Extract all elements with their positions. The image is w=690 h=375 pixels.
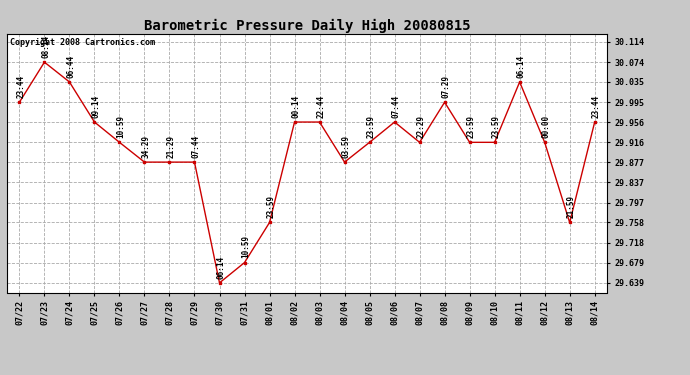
Text: 21:29: 21:29 (166, 135, 175, 158)
Text: 23:59: 23:59 (466, 115, 475, 138)
Text: 23:44: 23:44 (17, 75, 26, 98)
Text: 00:00: 00:00 (542, 115, 551, 138)
Text: 21:59: 21:59 (566, 195, 575, 218)
Text: 06:44: 06:44 (66, 55, 75, 78)
Text: 09:14: 09:14 (91, 95, 100, 118)
Text: 34:29: 34:29 (141, 135, 150, 158)
Text: 23:44: 23:44 (591, 95, 600, 118)
Text: 22:29: 22:29 (417, 115, 426, 138)
Title: Barometric Pressure Daily High 20080815: Barometric Pressure Daily High 20080815 (144, 18, 471, 33)
Text: 06:14: 06:14 (217, 256, 226, 279)
Text: 07:44: 07:44 (391, 95, 400, 118)
Text: 10:59: 10:59 (241, 235, 250, 258)
Text: 08:14: 08:14 (41, 35, 50, 58)
Text: 07:29: 07:29 (442, 75, 451, 98)
Text: 07:44: 07:44 (191, 135, 200, 158)
Text: 00:14: 00:14 (291, 95, 300, 118)
Text: Copyright 2008 Cartronics.com: Copyright 2008 Cartronics.com (10, 38, 155, 46)
Text: 06:14: 06:14 (517, 55, 526, 78)
Text: 03:59: 03:59 (342, 135, 351, 158)
Text: 23:59: 23:59 (491, 115, 500, 138)
Text: 23:59: 23:59 (366, 115, 375, 138)
Text: 22:44: 22:44 (317, 95, 326, 118)
Text: 10:59: 10:59 (117, 115, 126, 138)
Text: 23:59: 23:59 (266, 195, 275, 218)
